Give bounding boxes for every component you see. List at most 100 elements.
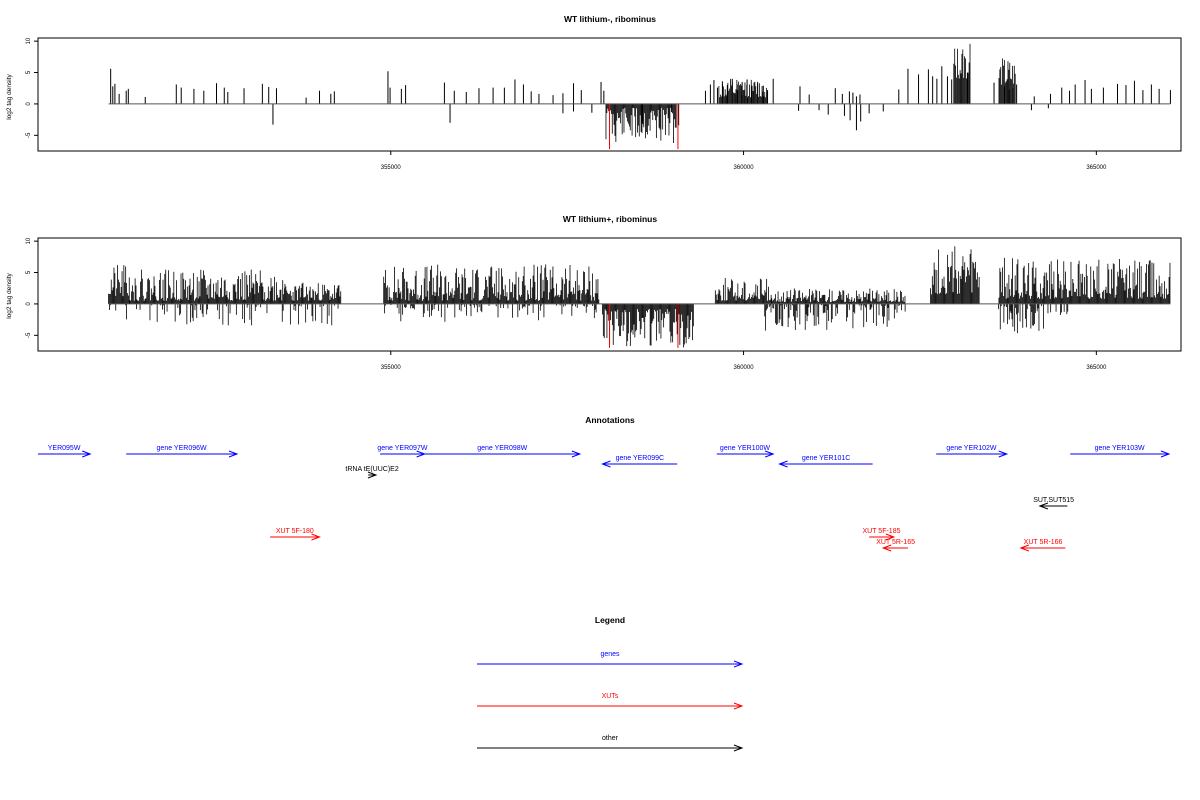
coverage-cluster	[998, 303, 1069, 334]
annotation-feature: gene YER096W	[126, 445, 239, 458]
feature-arrow	[367, 471, 378, 479]
coverage-cluster	[998, 257, 1171, 304]
coverage-cluster	[930, 246, 980, 304]
feature-arrow	[881, 544, 908, 552]
feature-arrow	[601, 460, 678, 468]
coverage-cluster	[284, 282, 342, 304]
coverage-cluster	[764, 303, 906, 331]
feature-label: XUT 5R-166	[1024, 539, 1063, 546]
coverage-cluster	[384, 303, 597, 322]
annotation-feature: gene YER100W	[716, 445, 775, 458]
coverage-cluster	[383, 264, 600, 304]
annotation-feature: gene YER101C	[778, 455, 873, 468]
y-tick-label: 10	[26, 37, 32, 44]
coverage-cluster	[109, 303, 339, 326]
annotation-feature: SUT.SUT515	[1033, 497, 1074, 510]
axes: -5 0 5 10 355000 360000 365000	[26, 37, 1182, 171]
legend-title: Legend	[595, 615, 625, 625]
annotation-track: Annotations YER095W gene YER096W gene YER0…	[38, 415, 1171, 552]
x-tick-label: 360000	[734, 365, 755, 371]
feature-arrow	[424, 450, 582, 458]
panel-title: WT lithium-, ribominus	[564, 14, 656, 24]
feature-label: YER095W	[48, 445, 81, 452]
legend-item-other: other	[477, 735, 744, 752]
annotation-feature: tRNA tE(UUC)E2	[345, 466, 399, 479]
feature-arrow	[270, 533, 321, 541]
feature-label: gene YER100W	[720, 445, 770, 452]
annotation-feature: gene YER099C	[601, 455, 678, 468]
coverage-cluster	[605, 103, 677, 144]
annotation-feature: gene YER098W	[424, 445, 582, 458]
track-panel-lithium-plus: WT lithium+, ribominus log2 tag density …	[6, 214, 1182, 371]
feature-arrow	[936, 450, 1009, 458]
annotation-feature: YER095W	[38, 445, 92, 458]
y-tick-label: -5	[26, 332, 32, 338]
feature-label: XUT 5R-165	[876, 539, 915, 546]
feature-label: XUT 5F-185	[862, 528, 900, 535]
y-axis-label: log2 tag density	[6, 272, 13, 318]
annotation-feature: gene YER102W	[936, 445, 1009, 458]
feature-arrow	[477, 660, 744, 668]
annotations-title: Annotations	[585, 415, 635, 425]
annotation-feature: gene YER103W	[1070, 445, 1171, 458]
y-tick-label: -5	[26, 132, 32, 138]
feature-label: gene YER103W	[1095, 445, 1145, 452]
feature-label: gene YER096W	[157, 445, 207, 452]
coverage-bars	[108, 246, 1171, 348]
annotation-feature: XUT 5R-165	[876, 539, 915, 552]
track-panel-lithium-minus: WT lithium-, ribominus log2 tag density …	[6, 14, 1182, 171]
feature-arrow	[869, 533, 896, 541]
feature-arrow	[126, 450, 239, 458]
axes: -5 0 5 10 355000 360000 365000	[26, 237, 1182, 371]
coverage-cluster	[108, 265, 130, 304]
feature-label: gene YER099C	[616, 455, 665, 462]
feature-label: gene YER102W	[946, 445, 996, 452]
coverage-cluster	[602, 303, 694, 348]
feature-arrow	[716, 450, 775, 458]
legend-label: genes	[600, 651, 620, 658]
feature-label: SUT.SUT515	[1033, 497, 1074, 504]
annotation-feature: XUT 5R-166	[1019, 539, 1066, 552]
x-tick-label: 355000	[381, 165, 402, 171]
legend-items: genes XUTs other	[477, 651, 744, 752]
y-axis-label: log2 tag density	[6, 73, 13, 119]
feature-arrow	[1019, 544, 1066, 552]
plot-frame	[37, 37, 1182, 152]
x-tick-label: 360000	[734, 165, 755, 171]
y-tick-label: 0	[26, 302, 32, 306]
feature-arrow	[477, 744, 744, 752]
annotation-feature: XUT 5F-185	[862, 528, 901, 541]
y-tick-label: 10	[26, 237, 32, 244]
coverage-cluster	[771, 288, 906, 304]
annotation-feature: gene YER097W	[377, 445, 428, 458]
x-tick-label: 355000	[381, 365, 402, 371]
legend-label: XUTs	[602, 693, 619, 700]
y-tick-label: 0	[26, 102, 32, 106]
feature-label: gene YER097W	[377, 445, 427, 452]
coverage-cluster	[953, 43, 971, 104]
legend-item-genes: genes	[477, 651, 744, 668]
coverage-bars	[110, 43, 1171, 150]
feature-arrow	[38, 450, 92, 458]
feature-arrow	[477, 702, 744, 710]
panel-title: WT lithium+, ribominus	[563, 214, 657, 224]
feature-arrow	[1038, 502, 1068, 510]
feature-arrow	[1070, 450, 1171, 458]
legend: Legend genes XUTs other	[477, 615, 744, 752]
feature-label: XUT 5F-180	[276, 528, 314, 535]
feature-label: gene YER101C	[802, 455, 851, 462]
y-tick-label: 5	[26, 270, 32, 274]
legend-label: other	[602, 735, 619, 742]
feature-label: gene YER098W	[477, 445, 527, 452]
coverage-cluster	[718, 78, 768, 104]
x-tick-label: 365000	[1086, 365, 1107, 371]
feature-arrow	[778, 460, 873, 468]
feature-label: tRNA tE(UUC)E2	[345, 466, 398, 473]
x-tick-label: 365000	[1086, 165, 1107, 171]
coverage-cluster	[129, 269, 285, 304]
coverage-cluster	[998, 58, 1016, 104]
coverage-cluster	[714, 278, 772, 304]
annotation-feature: XUT 5F-180	[270, 528, 321, 541]
